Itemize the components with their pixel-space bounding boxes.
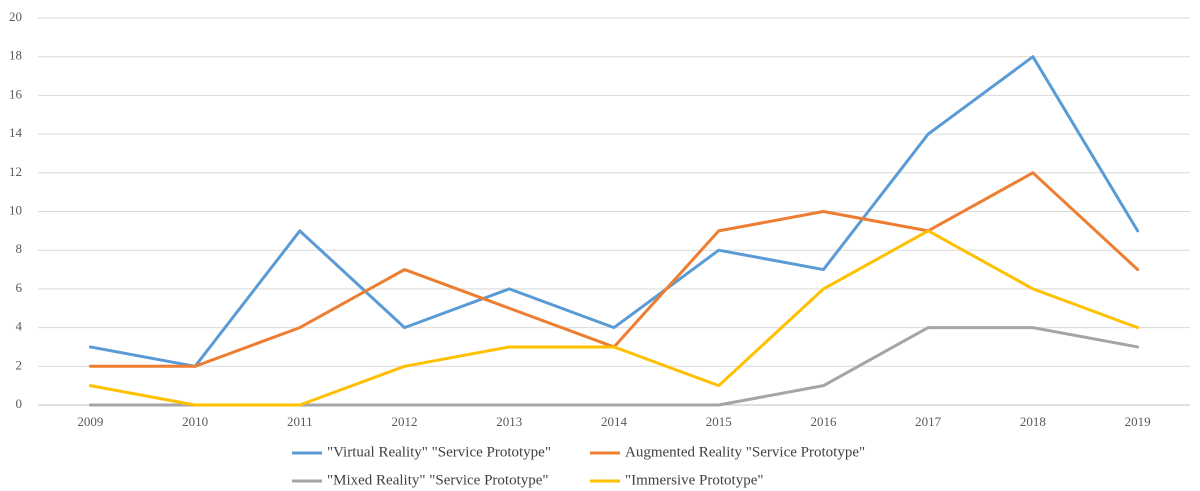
- x-tick-label: 2014: [601, 414, 628, 429]
- x-tick-label: 2012: [392, 414, 418, 429]
- x-tick-label: 2017: [915, 414, 942, 429]
- y-tick-label: 12: [9, 164, 22, 179]
- legend-label: "Mixed Reality" "Service Prototype": [327, 472, 549, 488]
- series-line: [88, 229, 1140, 407]
- x-tick-label: 2009: [77, 414, 103, 429]
- y-tick-label: 6: [16, 280, 23, 295]
- y-tick-label: 16: [9, 86, 23, 101]
- y-tick-label: 8: [16, 241, 23, 256]
- legend: "Virtual Reality" "Service Prototype" Aug…: [292, 444, 865, 488]
- y-tick-label: 18: [9, 48, 22, 63]
- x-tick-label: 2016: [810, 414, 837, 429]
- y-tick-label: 20: [9, 9, 22, 24]
- x-tick-label: 2011: [287, 414, 313, 429]
- x-tick-label: 2010: [182, 414, 208, 429]
- y-tick-label: 14: [9, 125, 23, 140]
- series-line: [88, 171, 1140, 368]
- x-tick-label: 2019: [1125, 414, 1151, 429]
- x-tick-label: 2013: [496, 414, 522, 429]
- series-line: [88, 55, 1140, 368]
- legend-label: "Virtual Reality" "Service Prototype": [327, 444, 551, 460]
- legend-label: Augmented Reality "Service Prototype": [625, 444, 865, 460]
- legend-label: "Immersive Prototype": [625, 472, 763, 488]
- y-tick-label: 0: [16, 396, 23, 411]
- x-tick-label: 2015: [706, 414, 732, 429]
- y-tick-label: 2: [16, 357, 23, 372]
- y-tick-label: 10: [9, 202, 22, 217]
- y-tick-label: 4: [16, 319, 23, 334]
- x-tick-label: 2018: [1020, 414, 1046, 429]
